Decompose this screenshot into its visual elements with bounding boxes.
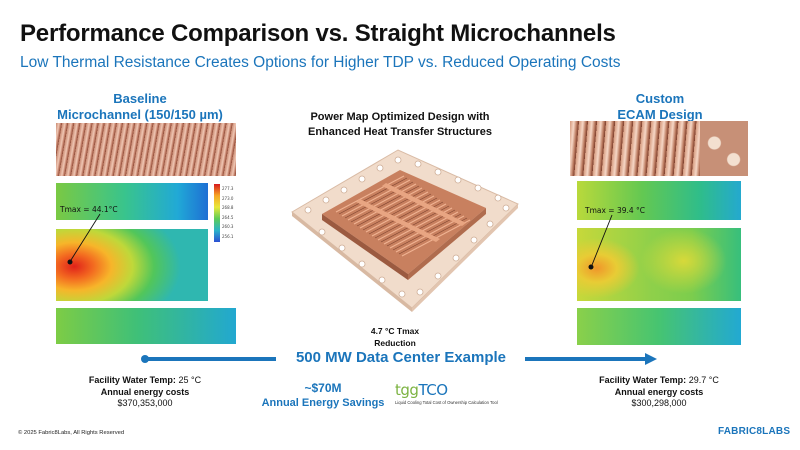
baseline-heading: Baseline Microchannel (150/150 µm) xyxy=(40,91,240,123)
ecam-structure-photo xyxy=(570,121,748,176)
center-heading-line2: Enhanced Heat Transfer Structures xyxy=(307,126,492,138)
center-heading: Power Map Optimized Design with Enhanced… xyxy=(272,110,528,140)
custom-cost-info: Facility Water Temp: 29.7 °C Annual ener… xyxy=(574,375,744,410)
data-center-banner: 500 MW Data Center Example xyxy=(295,349,507,366)
baseline-heading-line1: Baseline xyxy=(113,91,167,106)
custom-tmax-label: Tmax = 39.4 °C xyxy=(585,206,646,215)
baseline-thermal-map-top xyxy=(56,183,208,220)
colorbar-tick: 273.0 xyxy=(222,195,234,201)
baseline-heading-line2: Microchannel (150/150 µm) xyxy=(57,107,223,122)
baseline-water-temp: Facility Water Temp: 25 °C xyxy=(70,375,220,387)
tgg-tagline: Liquid Cooling Total Cost of Ownership C… xyxy=(395,400,498,405)
custom-water-temp: Facility Water Temp: 29.7 °C xyxy=(574,375,744,387)
savings-label: Annual Energy Savings xyxy=(261,397,385,409)
baseline-thermal-map-middle xyxy=(56,229,208,301)
tgg-logo-text: tggTCO xyxy=(395,381,498,399)
energy-cost-label: Annual energy costs xyxy=(100,386,190,397)
energy-cost-value: $370,353,000 xyxy=(117,398,173,408)
custom-heading-line1: Custom xyxy=(635,91,685,106)
cold-plate-render xyxy=(286,142,522,312)
copyright-footer: © 2025 Fabric8Labs, All Rights Reserved xyxy=(18,430,125,436)
reduction-line1: 4.7 °C Tmax xyxy=(370,326,420,336)
custom-thermal-map-bottom xyxy=(577,308,741,345)
colorbar-tick: 277.3 xyxy=(222,186,234,191)
colorbar-ticks: 277.3 273.0 268.8 264.5 260.3 256.1 xyxy=(222,184,233,241)
custom-heading: Custom ECAM Design xyxy=(570,91,750,123)
water-temp-label: Facility Water Temp: xyxy=(88,375,176,385)
tmax-reduction-note: 4.7 °C Tmax Reduction xyxy=(330,325,460,349)
brand-logo: FABRIC8LABS xyxy=(718,426,791,437)
slide-subtitle: Low Thermal Resistance Creates Options f… xyxy=(20,54,621,71)
custom-thermal-map-middle xyxy=(577,228,741,301)
arrow-line-left xyxy=(146,357,276,361)
water-temp-value: 25 °C xyxy=(178,375,202,385)
slide-title: Performance Comparison vs. Straight Micr… xyxy=(20,20,616,47)
savings-amount: ~$70M xyxy=(304,381,342,395)
colorbar-tick: 264.5 xyxy=(222,214,234,220)
energy-cost-label: Annual energy costs xyxy=(614,386,704,397)
custom-thermal-map-top xyxy=(577,181,741,220)
baseline-tmax-label: Tmax = 44.1°C xyxy=(60,205,118,214)
center-heading-line1: Power Map Optimized Design with xyxy=(310,111,490,123)
arrow-line-right xyxy=(525,357,647,361)
baseline-microchannel-photo xyxy=(56,123,236,176)
tgg-logo-part1: tgg xyxy=(395,381,419,399)
water-temp-label: Facility Water Temp: xyxy=(599,375,687,385)
reduction-line2: Reduction xyxy=(374,338,416,348)
colorbar-tick: 256.1 xyxy=(222,233,234,239)
custom-heading-line2: ECAM Design xyxy=(617,107,703,122)
colorbar-tick: 268.8 xyxy=(222,205,234,210)
arrow-start-dot xyxy=(141,355,149,363)
energy-cost-value: $300,298,000 xyxy=(631,398,687,408)
arrow-right-head-icon xyxy=(645,353,657,365)
tgg-logo-part2: TCO xyxy=(418,381,448,399)
tgg-tco-logo: tggTCO Liquid Cooling Total Cost of Owne… xyxy=(395,381,498,405)
temperature-colorbar xyxy=(214,184,220,242)
energy-savings: ~$70M Annual Energy Savings xyxy=(248,381,398,410)
baseline-thermal-map-bottom xyxy=(56,308,236,344)
colorbar-tick: 260.3 xyxy=(222,224,234,229)
baseline-cost-info: Facility Water Temp: 25 °C Annual energy… xyxy=(70,375,220,410)
water-temp-value: 29.7 °C xyxy=(688,375,719,385)
